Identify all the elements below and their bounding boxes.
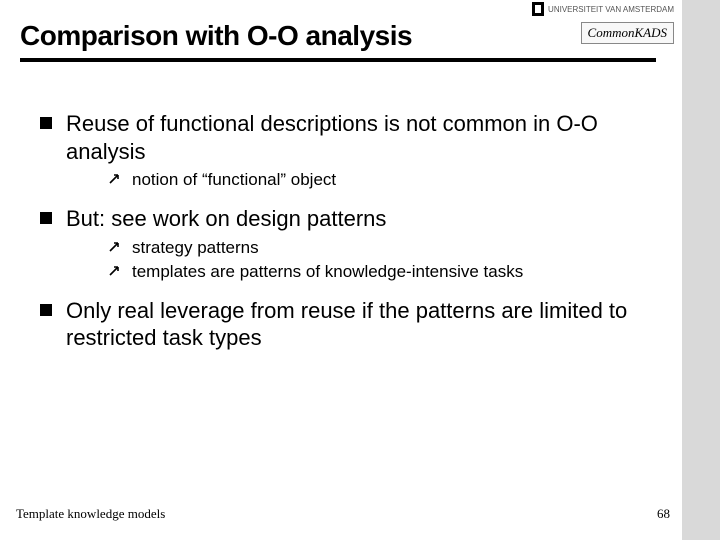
- sub-list: strategy patterns templates are patterns…: [108, 237, 660, 283]
- university-mark-icon: [532, 2, 544, 16]
- square-bullet-icon: [40, 304, 52, 316]
- arrow-icon: [108, 263, 122, 277]
- content: Reuse of functional descriptions is not …: [40, 110, 660, 356]
- header: Comparison with O-O analysis: [20, 20, 670, 62]
- bullet-item: Only real leverage from reuse if the pat…: [40, 297, 660, 352]
- bullet-item: But: see work on design patterns: [40, 205, 660, 233]
- sub-item: notion of “functional” object: [108, 169, 660, 191]
- sub-list: notion of “functional” object: [108, 169, 660, 191]
- page-number: 68: [657, 506, 670, 522]
- bullet-item: Reuse of functional descriptions is not …: [40, 110, 660, 165]
- university-name: UNIVERSITEIT VAN AMSTERDAM: [548, 5, 674, 14]
- square-bullet-icon: [40, 117, 52, 129]
- right-sidebar: [682, 0, 720, 540]
- sub-text: templates are patterns of knowledge-inte…: [132, 261, 523, 283]
- page-title: Comparison with O-O analysis: [20, 20, 670, 52]
- square-bullet-icon: [40, 212, 52, 224]
- sub-text: strategy patterns: [132, 237, 259, 259]
- bullet-text: Only real leverage from reuse if the pat…: [66, 297, 660, 352]
- sub-item: strategy patterns: [108, 237, 660, 259]
- slide: UNIVERSITEIT VAN AMSTERDAM CommonKADS Co…: [0, 0, 720, 540]
- sub-item: templates are patterns of knowledge-inte…: [108, 261, 660, 283]
- bullet-text: Reuse of functional descriptions is not …: [66, 110, 660, 165]
- sub-text: notion of “functional” object: [132, 169, 336, 191]
- bullet-text: But: see work on design patterns: [66, 205, 386, 233]
- arrow-icon: [108, 239, 122, 253]
- title-rule: [20, 58, 656, 62]
- arrow-icon: [108, 171, 122, 185]
- university-logo: UNIVERSITEIT VAN AMSTERDAM: [532, 2, 674, 16]
- footer-left: Template knowledge models: [16, 506, 165, 522]
